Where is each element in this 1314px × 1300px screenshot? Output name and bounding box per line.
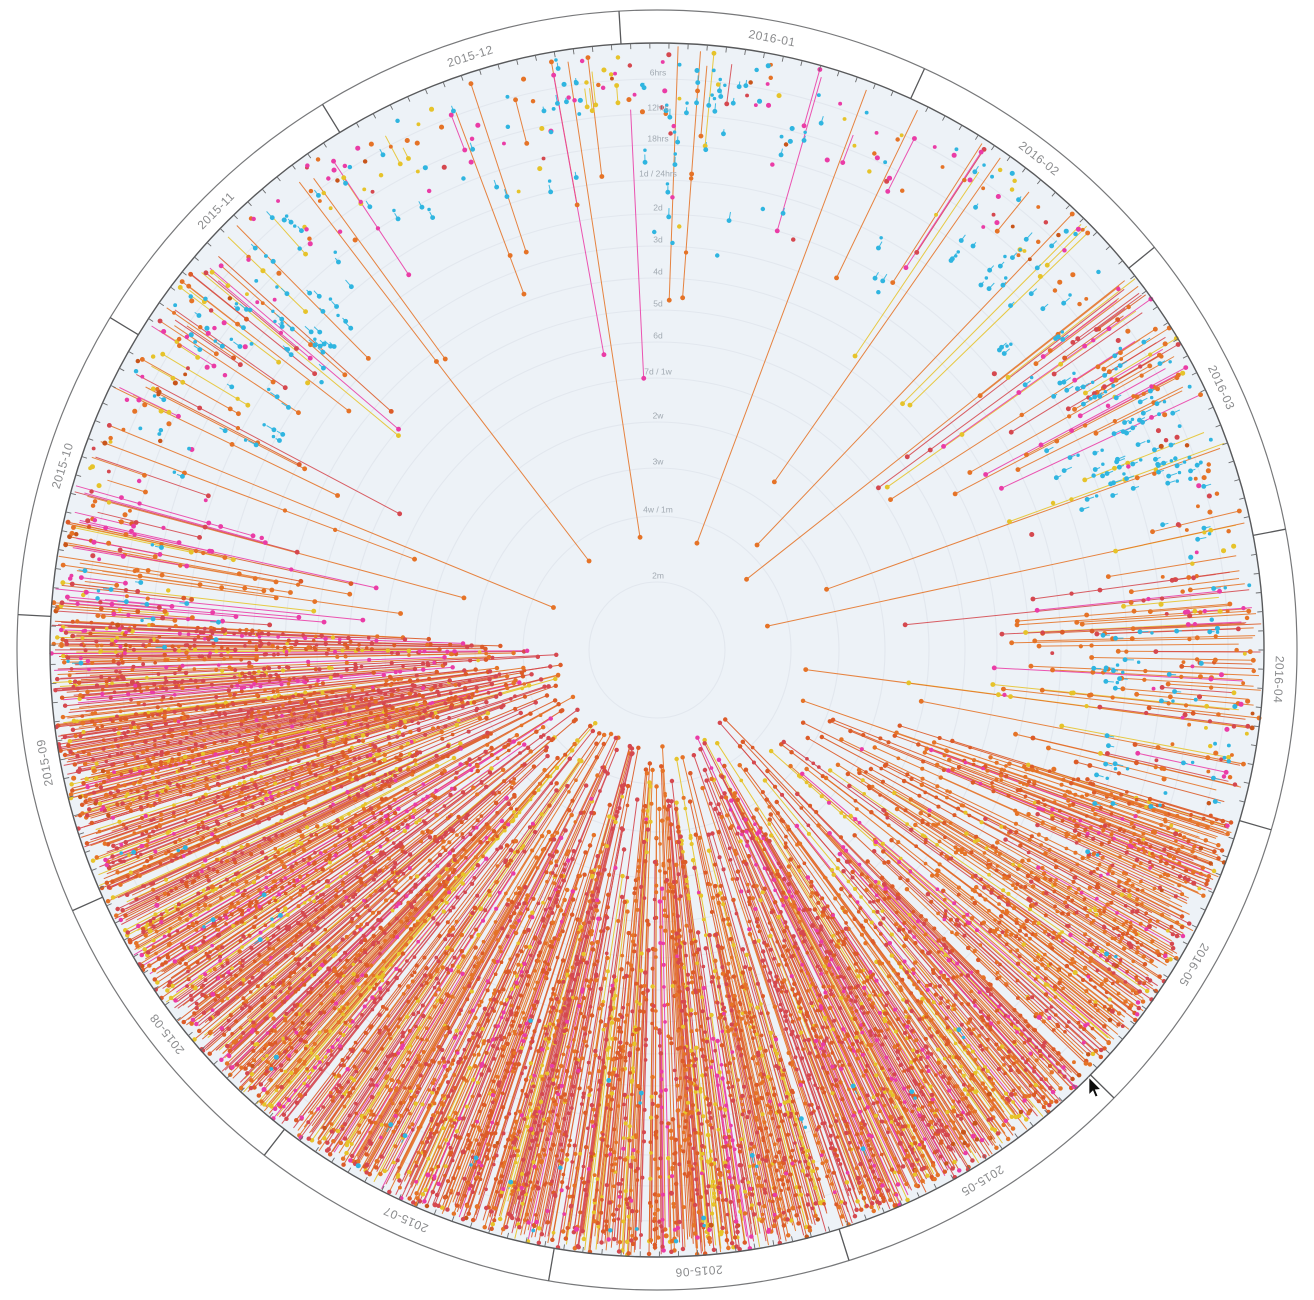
svg-text:2w: 2w [653,411,665,421]
svg-text:4d: 4d [653,267,663,277]
svg-text:2m: 2m [652,571,664,581]
svg-text:18hrs: 18hrs [647,134,668,144]
svg-text:2016-04: 2016-04 [1271,655,1287,703]
svg-text:2015-06: 2015-06 [675,1263,723,1280]
svg-text:6hrs: 6hrs [650,68,667,78]
svg-text:2d: 2d [653,203,663,213]
svg-text:3w: 3w [653,457,665,467]
svg-text:12hrs: 12hrs [647,103,668,113]
svg-text:7d / 1w: 7d / 1w [644,367,672,377]
svg-text:6d: 6d [653,331,663,341]
svg-text:1d / 24hrs: 1d / 24hrs [639,169,677,179]
svg-text:4w / 1m: 4w / 1m [643,505,673,515]
svg-text:5d: 5d [653,299,663,309]
svg-text:3d: 3d [653,235,663,245]
